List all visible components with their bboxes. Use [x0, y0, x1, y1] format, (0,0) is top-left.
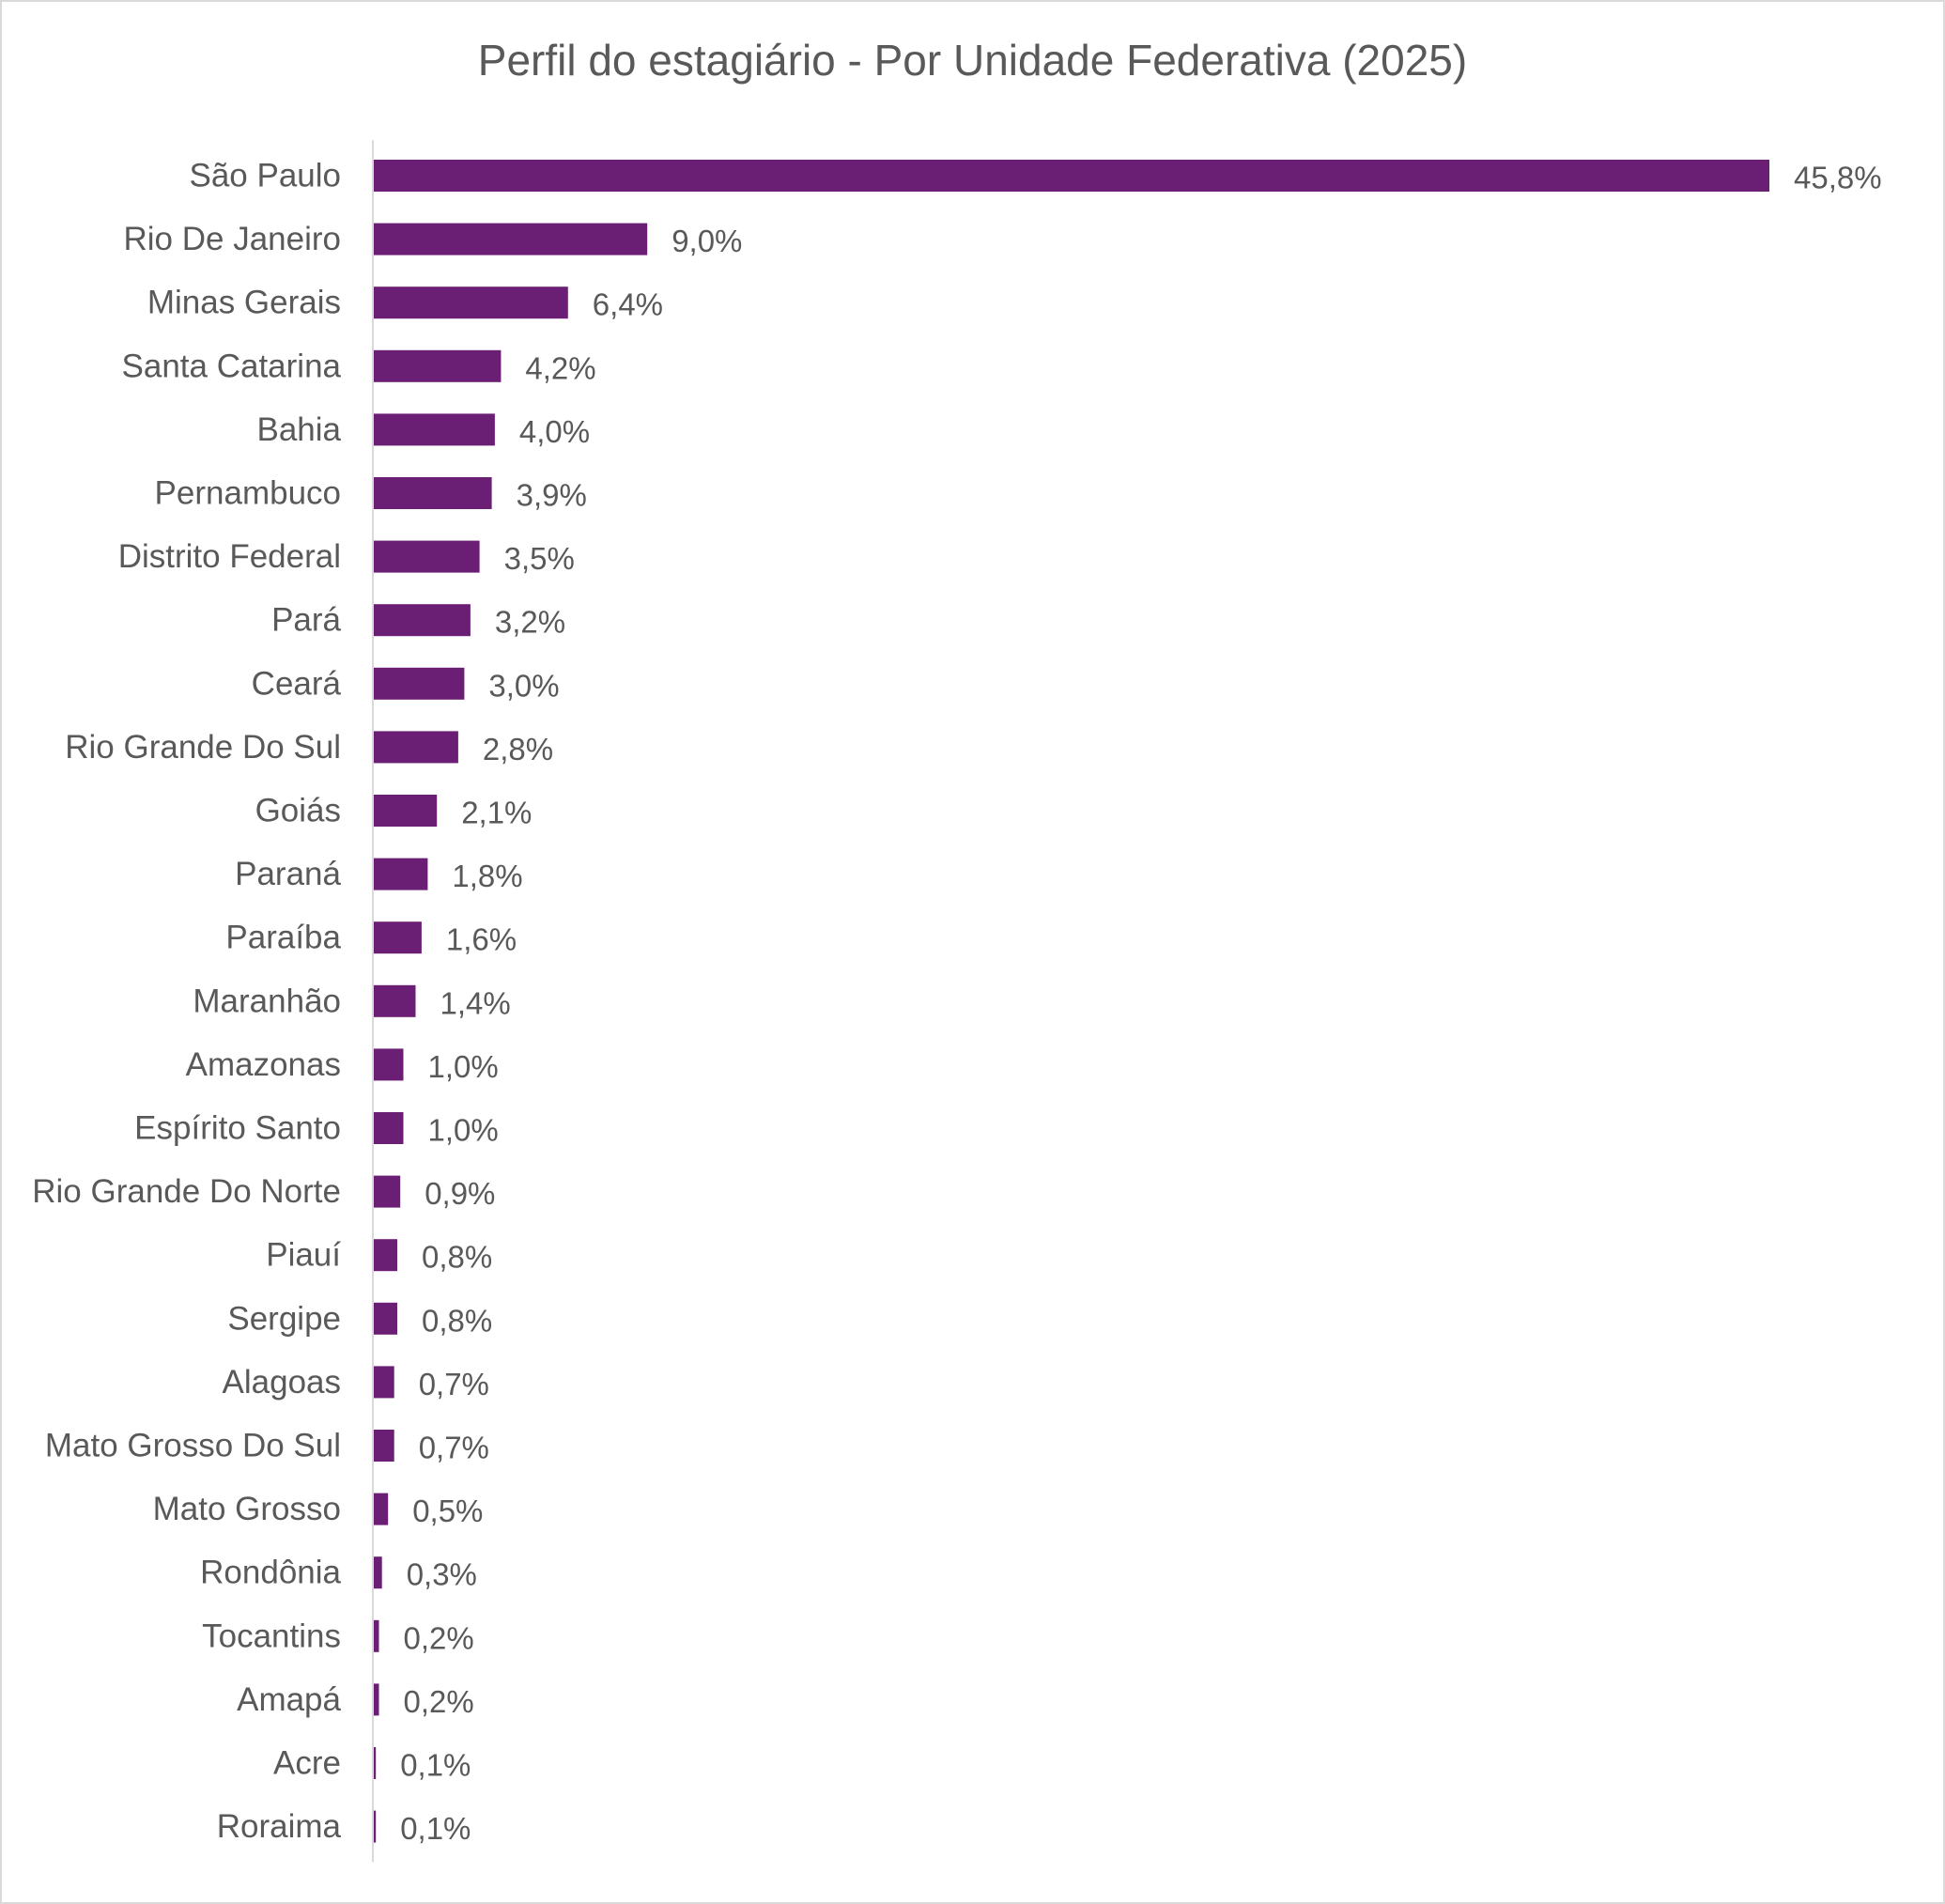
- category-label: Pernambuco: [155, 475, 341, 512]
- value-label: 4,0%: [519, 414, 590, 449]
- bar: [373, 604, 471, 637]
- value-label: 0,8%: [422, 1240, 492, 1275]
- category-label: Piauí: [266, 1237, 341, 1274]
- bar: [373, 540, 480, 573]
- category-label: Rio Grande Do Sul: [65, 729, 341, 766]
- category-label: Tocantins: [202, 1618, 341, 1654]
- bar: [373, 731, 458, 764]
- category-label: Pará: [271, 602, 341, 639]
- value-label: 0,1%: [400, 1748, 471, 1783]
- bars-layer: [373, 160, 1769, 1843]
- value-label: 0,7%: [419, 1431, 489, 1465]
- category-label: Alagoas: [223, 1364, 341, 1401]
- category-label: Maranhão: [193, 983, 341, 1019]
- category-label: Minas Gerais: [147, 285, 341, 321]
- bar: [373, 223, 648, 255]
- bar: [373, 984, 416, 1017]
- bar: [373, 858, 428, 890]
- value-label: 2,8%: [483, 732, 553, 766]
- chart-title: Perfil do estagiário - Por Unidade Feder…: [477, 36, 1468, 85]
- bar: [373, 1239, 397, 1272]
- bar: [373, 477, 492, 509]
- bar: [373, 921, 422, 954]
- bar: [373, 349, 502, 382]
- category-label: Amazonas: [186, 1046, 341, 1083]
- value-label: 0,1%: [400, 1811, 471, 1846]
- value-label: 3,9%: [517, 478, 587, 513]
- category-label: Paraíba: [225, 920, 341, 956]
- bar: [373, 667, 465, 700]
- value-label: 6,4%: [593, 287, 663, 322]
- category-label: Rio De Janeiro: [124, 221, 342, 257]
- labels-layer: São Paulo 45,8% Rio De Janeiro 9,0% Minas Ge…: [32, 158, 1881, 1847]
- bar: [373, 1430, 394, 1462]
- value-label: 4,2%: [525, 350, 595, 385]
- value-label: 0,9%: [425, 1176, 495, 1211]
- bar: [373, 1112, 404, 1144]
- bar: [373, 1747, 377, 1779]
- bar: [373, 1302, 397, 1335]
- category-label: Paraná: [235, 856, 341, 892]
- category-label: Mato Grosso: [153, 1491, 341, 1527]
- value-label: 0,5%: [412, 1494, 483, 1528]
- value-label: 0,2%: [404, 1684, 474, 1719]
- bar: [373, 160, 1769, 192]
- bar: [373, 286, 568, 319]
- value-label: 0,2%: [404, 1620, 474, 1655]
- category-label: Ceará: [252, 665, 342, 702]
- category-label: Acre: [273, 1745, 341, 1782]
- value-label: 1,4%: [440, 985, 511, 1020]
- value-label: 3,0%: [488, 668, 559, 703]
- bar: [373, 1810, 377, 1843]
- category-label: Rondônia: [200, 1555, 341, 1591]
- value-label: 3,5%: [504, 541, 575, 576]
- category-label: Santa Catarina: [122, 348, 342, 384]
- value-label: 1,0%: [428, 1113, 499, 1148]
- category-label: Amapá: [237, 1681, 341, 1718]
- value-label: 2,1%: [461, 796, 532, 830]
- value-label: 0,8%: [422, 1303, 492, 1338]
- bar: [373, 1493, 389, 1525]
- value-label: 1,8%: [452, 859, 522, 893]
- bar: [373, 1683, 379, 1716]
- category-label: Rio Grande Do Norte: [32, 1173, 341, 1210]
- value-label: 3,2%: [495, 605, 565, 640]
- value-label: 9,0%: [671, 224, 742, 258]
- bar: [373, 1175, 401, 1208]
- category-label: Mato Grosso Do Sul: [45, 1428, 341, 1464]
- category-label: São Paulo: [189, 158, 341, 194]
- category-label: Goiás: [255, 793, 341, 829]
- bar: [373, 413, 495, 446]
- bar: [373, 795, 438, 827]
- value-label: 45,8%: [1794, 161, 1882, 195]
- value-label: 0,3%: [407, 1557, 477, 1592]
- value-label: 1,6%: [446, 922, 517, 957]
- bar: [373, 1619, 379, 1652]
- bar: [373, 1366, 394, 1399]
- bar: [373, 1048, 404, 1081]
- value-label: 1,0%: [428, 1049, 499, 1084]
- category-label: Bahia: [256, 411, 341, 448]
- category-label: Distrito Federal: [118, 538, 341, 575]
- value-label: 0,7%: [419, 1367, 489, 1401]
- category-label: Sergipe: [227, 1300, 341, 1337]
- category-label: Espírito Santo: [134, 1110, 341, 1147]
- bar: [373, 1556, 382, 1589]
- category-label: Roraima: [217, 1808, 342, 1845]
